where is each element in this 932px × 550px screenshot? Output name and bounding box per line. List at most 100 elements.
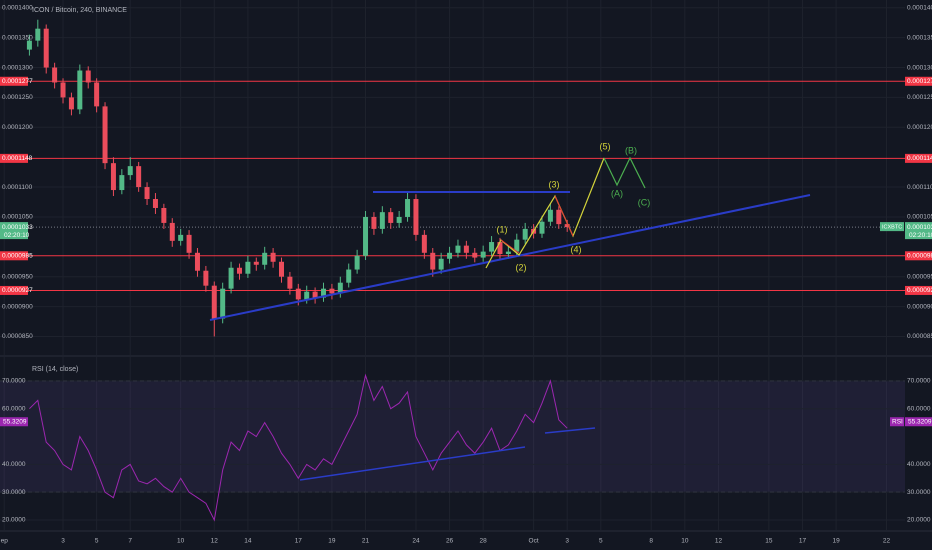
wave-label: (C) (638, 197, 651, 207)
last-price-label: 0.0001033 (2, 224, 33, 231)
x-tick-label: 12 (715, 538, 723, 545)
wave-label: (4) (571, 244, 582, 254)
level-tag (905, 76, 932, 86)
candle-body (505, 251, 511, 254)
candle-body (329, 288, 335, 294)
candles (26, 19, 570, 522)
x-tick-label: 26 (446, 538, 454, 545)
rsi-trend-line (544, 427, 596, 434)
candle-body (178, 234, 184, 241)
candle-body (127, 166, 133, 176)
candle-body (144, 187, 150, 200)
chart-title: ICON / Bitcoin, 240, BINANCE (32, 7, 127, 14)
rsi-title: RSI (14, close) (32, 366, 78, 373)
x-tick-label: 7 (128, 538, 132, 545)
rsi-line (29, 373, 568, 522)
candle-body (245, 261, 251, 274)
y-tick-label: 0.0001100 (2, 184, 33, 191)
rsi-tag-label: RSI (892, 418, 903, 425)
candle-body (463, 245, 469, 253)
candle-body (169, 222, 175, 241)
level-tag (905, 251, 932, 261)
x-tick-label: 19 (328, 538, 336, 545)
y-tick-label: 70.0000 (2, 378, 26, 385)
x-tick-label: 3 (565, 538, 569, 545)
candle-body (26, 40, 32, 50)
candle-body (278, 261, 284, 277)
symbol-label: ICXBTC (882, 225, 902, 231)
level-label: 0.0000927 (2, 287, 33, 294)
wave-retrace (500, 239, 520, 254)
candle-body (480, 251, 486, 258)
candle-body (152, 199, 158, 208)
y-tick-label: 0.0001350 (907, 34, 932, 41)
y-tick-label: 0.0001250 (2, 94, 33, 101)
candle-body (447, 252, 453, 259)
x-tick-label: 28 (480, 538, 488, 545)
rsi-tag (890, 417, 904, 427)
wave-label: (3) (549, 179, 560, 189)
y-tick-label: 60.0000 (907, 405, 931, 412)
wave-correction (603, 156, 646, 189)
x-tick-label: 5 (95, 538, 99, 545)
y-tick-label: 0.0001050 (2, 214, 33, 221)
last-price-label: 0.0001033 (907, 224, 932, 231)
candle-body (304, 291, 310, 300)
y-tick-label: 0.0000850 (907, 333, 932, 340)
level-label: 0.0001277 (2, 78, 33, 85)
level-tag (0, 285, 28, 295)
y-tick-label: 0.0001300 (907, 64, 932, 71)
symbol-tag (880, 222, 904, 232)
y-tick-label: 0.0001400 (2, 4, 33, 11)
candle-body (43, 28, 49, 68)
y-tick-label: 0.0001350 (2, 34, 33, 41)
x-tick-label: 14 (244, 538, 252, 545)
y-tick-label: 20.0000 (2, 517, 26, 524)
candle-body (287, 276, 293, 289)
candle-body (388, 212, 394, 223)
candle-body (522, 228, 528, 240)
candle-body (203, 270, 209, 286)
wave-retrace (554, 195, 574, 237)
x-tick-label: 12 (211, 538, 219, 545)
candle-body (363, 216, 369, 256)
x-tick-label: 8 (649, 538, 653, 545)
x-tick-label: 15 (765, 538, 773, 545)
y-tick-label: 0.0001400 (907, 4, 932, 11)
candle-body (211, 285, 217, 319)
candle-body (262, 252, 268, 265)
countdown: 02:20:10 (909, 232, 932, 239)
y-tick-label: 0.0000950 (2, 273, 33, 280)
candle-body (52, 67, 58, 83)
x-tick-label: 17 (799, 538, 807, 545)
rsi-trend-line (299, 446, 526, 481)
candle-body (489, 242, 495, 252)
y-tick-label: 0.0000850 (2, 333, 33, 340)
countdown: 02:20:10 (4, 232, 30, 239)
x-tick-label: 24 (412, 538, 420, 545)
candle-body (60, 82, 66, 98)
candle-body (321, 288, 327, 298)
y-tick-label: 30.0000 (907, 489, 931, 496)
rsi-last-tag (0, 417, 28, 427)
level-tag (905, 285, 932, 295)
y-tick-label: 0.0001050 (907, 214, 932, 221)
y-tick-label: 0.0001200 (907, 124, 932, 131)
y-tick-label: 30.0000 (2, 489, 26, 496)
level-tag (0, 76, 28, 86)
candle-body (94, 82, 100, 107)
labels: ep 3 5 7 10 12 14 17 19 21 24 26 28 Oct 3 5 8 10 12 15 17 19 2… (0, 4, 932, 545)
candle-body (421, 234, 427, 253)
drawings (209, 156, 811, 481)
candle-body (253, 261, 259, 265)
x-tick-label: ep (1, 538, 9, 545)
candle-body (405, 199, 411, 217)
x-tick-label: 10 (177, 538, 185, 545)
candle-body (270, 252, 276, 262)
rsi-last-tag (905, 417, 932, 427)
x-tick-label: 22 (883, 538, 891, 545)
candle-body (379, 212, 385, 229)
levels (0, 80, 905, 291)
trend-line (209, 194, 811, 321)
